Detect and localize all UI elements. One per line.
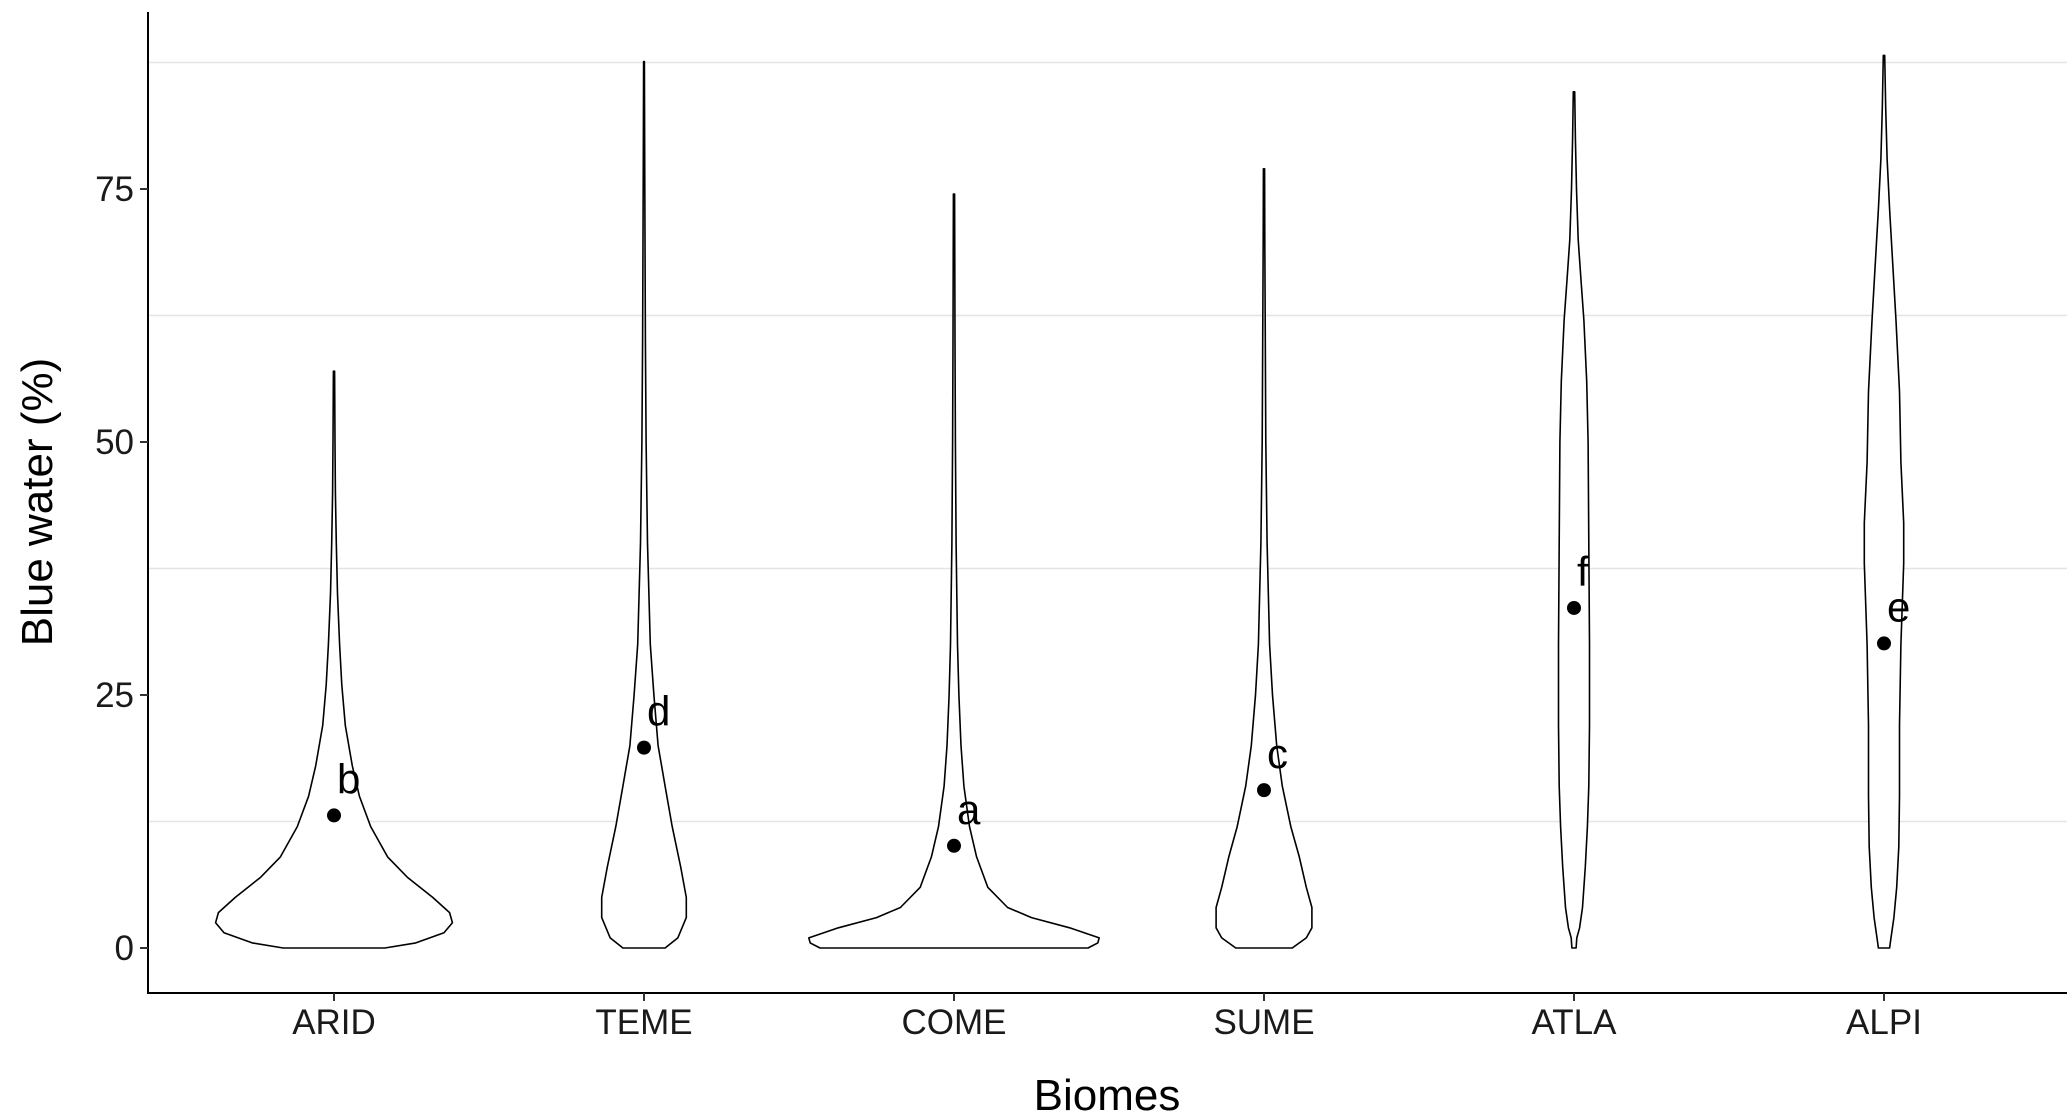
y-tick-label: 75	[95, 170, 134, 209]
violin-come	[808, 193, 1100, 949]
x-tick-label-atla: ATLA	[1532, 1003, 1618, 1042]
group-letters: b d a c f e	[337, 548, 1910, 833]
x-tick-label-teme: TEME	[595, 1003, 692, 1042]
mean-point-sume	[1257, 783, 1271, 798]
x-tick-label-sume: SUME	[1213, 1003, 1314, 1042]
violin-alpi	[1863, 54, 1905, 949]
y-tick-label: 0	[115, 929, 134, 968]
group-letter-alpi: e	[1887, 583, 1910, 630]
x-axis-ticks: ARID TEME COME SUME ATLA ALPI	[292, 993, 1922, 1042]
group-letter-teme: d	[647, 688, 670, 735]
y-axis-ticks: 0 25 50 75	[95, 170, 148, 968]
violin-arid	[214, 370, 454, 949]
x-tick-label-come: COME	[902, 1003, 1007, 1042]
mean-point-teme	[637, 740, 651, 755]
violin-teme	[600, 60, 688, 949]
y-axis-title: Blue water (%)	[13, 358, 62, 647]
violins	[214, 54, 1905, 949]
mean-point-alpi	[1877, 636, 1891, 651]
y-tick-label: 50	[95, 423, 134, 462]
mean-points	[327, 600, 1891, 853]
x-axis-title: Biomes	[1034, 1071, 1181, 1115]
violin-sume	[1215, 168, 1313, 949]
violin-atla	[1557, 91, 1591, 949]
x-tick-label-arid: ARID	[292, 1003, 376, 1042]
gridlines	[148, 61, 2067, 823]
group-letter-arid: b	[337, 755, 360, 802]
mean-point-come	[947, 838, 961, 853]
mean-point-arid	[327, 808, 341, 823]
y-tick-label: 25	[95, 676, 134, 715]
group-letter-sume: c	[1267, 730, 1288, 777]
group-letter-come: a	[957, 786, 981, 833]
x-tick-label-alpi: ALPI	[1846, 1003, 1922, 1042]
mean-point-atla	[1567, 600, 1581, 615]
group-letter-atla: f	[1577, 548, 1589, 595]
